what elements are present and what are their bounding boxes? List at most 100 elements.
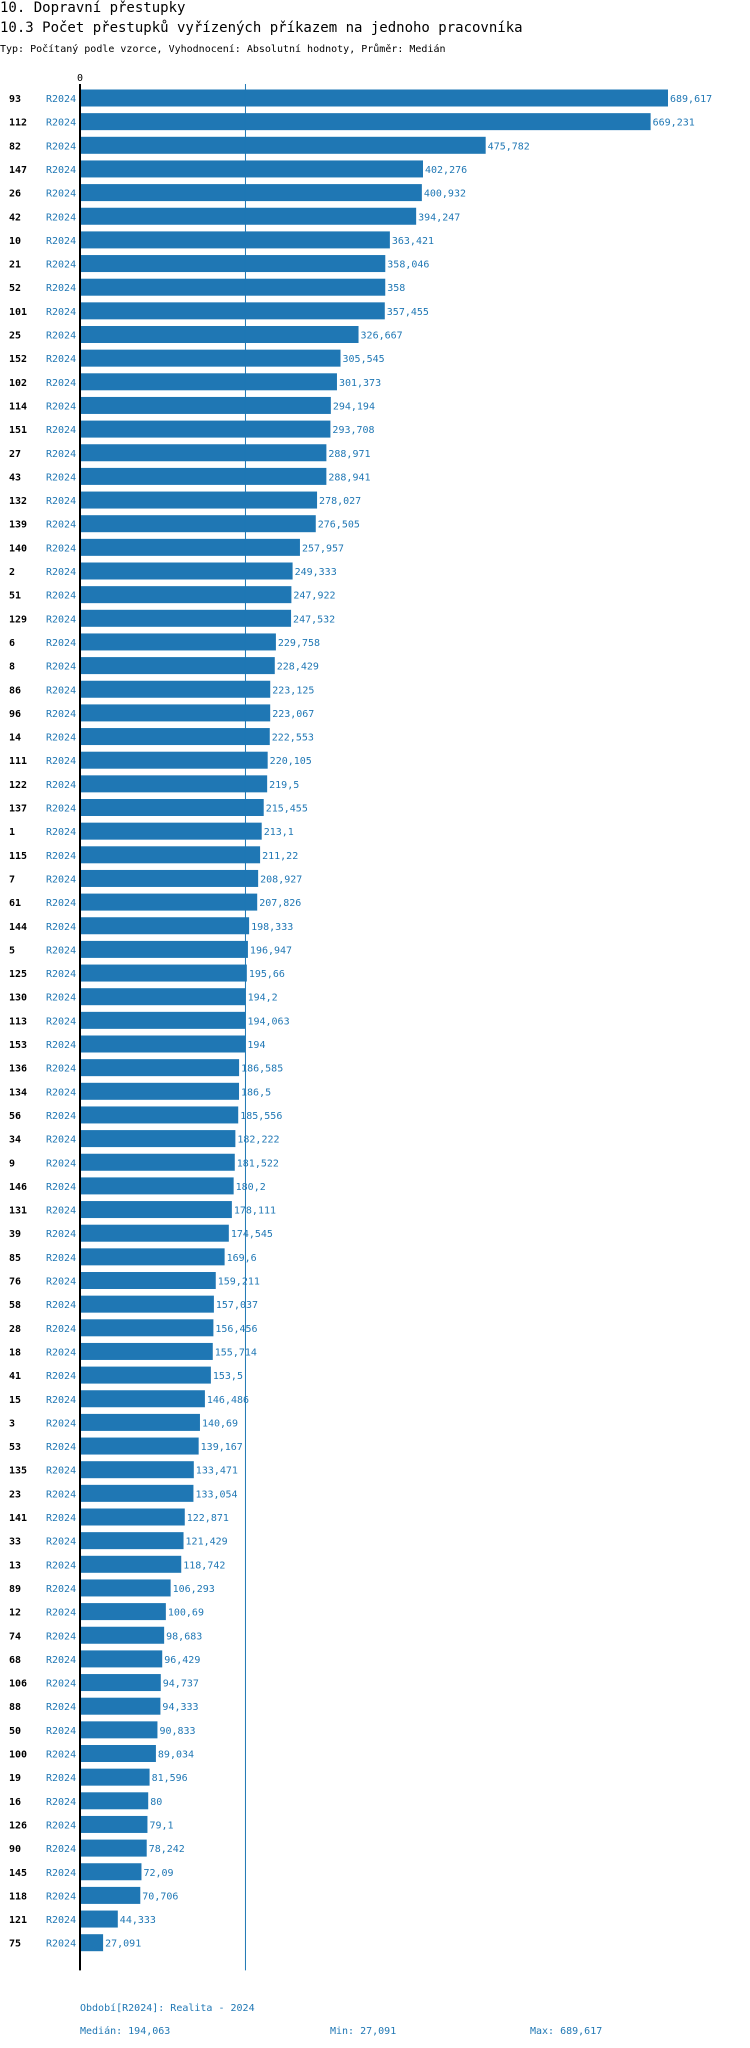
category-label: 86 [9,685,21,696]
value-label: 196,947 [250,945,292,956]
bar [80,515,316,533]
bar [80,231,390,249]
period-label: R2024 [46,331,76,342]
period-label: R2024 [46,1418,76,1429]
value-label: 475,782 [488,141,530,152]
value-label: 78,242 [149,1844,185,1855]
value-label: 118,742 [183,1560,225,1571]
bar [80,988,246,1006]
category-label: 146 [9,1182,27,1193]
value-label: 185,556 [240,1111,282,1122]
category-label: 51 [9,591,21,602]
category-label: 100 [9,1750,27,1761]
bar [80,1248,225,1266]
period-label: R2024 [46,94,76,105]
value-label: 394,247 [418,212,460,223]
bar [80,1626,165,1644]
category-label: 61 [9,898,21,909]
period-label: R2024 [46,1537,76,1548]
period-label: R2024 [46,969,76,980]
bar [80,657,275,675]
bar [80,136,486,154]
value-label: 278,027 [319,496,361,507]
category-label: 58 [9,1300,21,1311]
period-label: R2024 [46,354,76,365]
bar [80,1768,150,1786]
bar [80,255,386,273]
period-label: R2024 [46,1631,76,1642]
bar [80,1224,229,1242]
footer-min: Min: 27,091 [330,2026,397,2037]
value-label: 247,922 [293,591,335,602]
bar [80,1011,246,1029]
value-label: 358 [387,283,405,294]
bar [80,89,668,107]
value-label: 363,421 [392,236,434,247]
axis-zero-label: 0 [77,73,83,84]
value-label: 79,1 [149,1820,173,1831]
value-label: 94,333 [162,1702,198,1713]
period-label: R2024 [46,685,76,696]
category-label: 9 [9,1158,15,1169]
category-label: 112 [9,118,27,129]
value-label: 98,683 [166,1631,202,1642]
period-label: R2024 [46,1702,76,1713]
value-label: 194 [247,1040,265,1051]
bar [80,1342,213,1360]
bar [80,160,423,178]
bar [80,1201,232,1219]
value-label: 106,293 [173,1584,215,1595]
bar [80,1721,158,1739]
category-label: 33 [9,1537,21,1548]
category-label: 131 [9,1206,27,1217]
value-label: 153,5 [213,1371,243,1382]
bar [80,1792,149,1810]
category-label: 39 [9,1229,21,1240]
category-label: 88 [9,1702,21,1713]
period-label: R2024 [46,1915,76,1926]
value-label: 213,1 [264,827,294,838]
period-label: R2024 [46,1489,76,1500]
value-label: 223,067 [272,709,314,720]
category-label: 147 [9,165,27,176]
period-label: R2024 [46,1655,76,1666]
period-label: R2024 [46,401,76,412]
value-label: 81,596 [152,1773,188,1784]
period-label: R2024 [46,283,76,294]
period-label: R2024 [46,236,76,247]
value-label: 211,22 [262,851,298,862]
value-label: 72,09 [143,1868,173,1879]
bar [80,1319,214,1337]
period-label: R2024 [46,1868,76,1879]
period-label: R2024 [46,1513,76,1524]
category-label: 153 [9,1040,27,1051]
category-label: 152 [9,354,27,365]
value-label: 207,826 [259,898,301,909]
category-label: 139 [9,520,27,531]
value-label: 140,69 [202,1418,238,1429]
category-label: 50 [9,1726,21,1737]
period-label: R2024 [46,1300,76,1311]
bar [80,1295,214,1313]
bar [80,278,386,296]
period-label: R2024 [46,496,76,507]
category-label: 26 [9,189,21,200]
category-label: 115 [9,851,27,862]
value-label: 27,091 [105,1939,141,1950]
period-label: R2024 [46,165,76,176]
bar [80,1035,246,1053]
category-label: 134 [9,1087,27,1098]
bar [80,1390,205,1408]
bar [80,1130,236,1148]
bar [80,444,327,462]
period-label: R2024 [46,756,76,767]
value-label: 288,941 [328,472,370,483]
category-label: 140 [9,543,27,554]
category-label: 21 [9,260,21,271]
bar [80,1910,118,1928]
bar [80,775,268,793]
period-label: R2024 [46,1584,76,1595]
bar [80,940,248,958]
category-label: 1 [9,827,15,838]
bar [80,373,337,391]
